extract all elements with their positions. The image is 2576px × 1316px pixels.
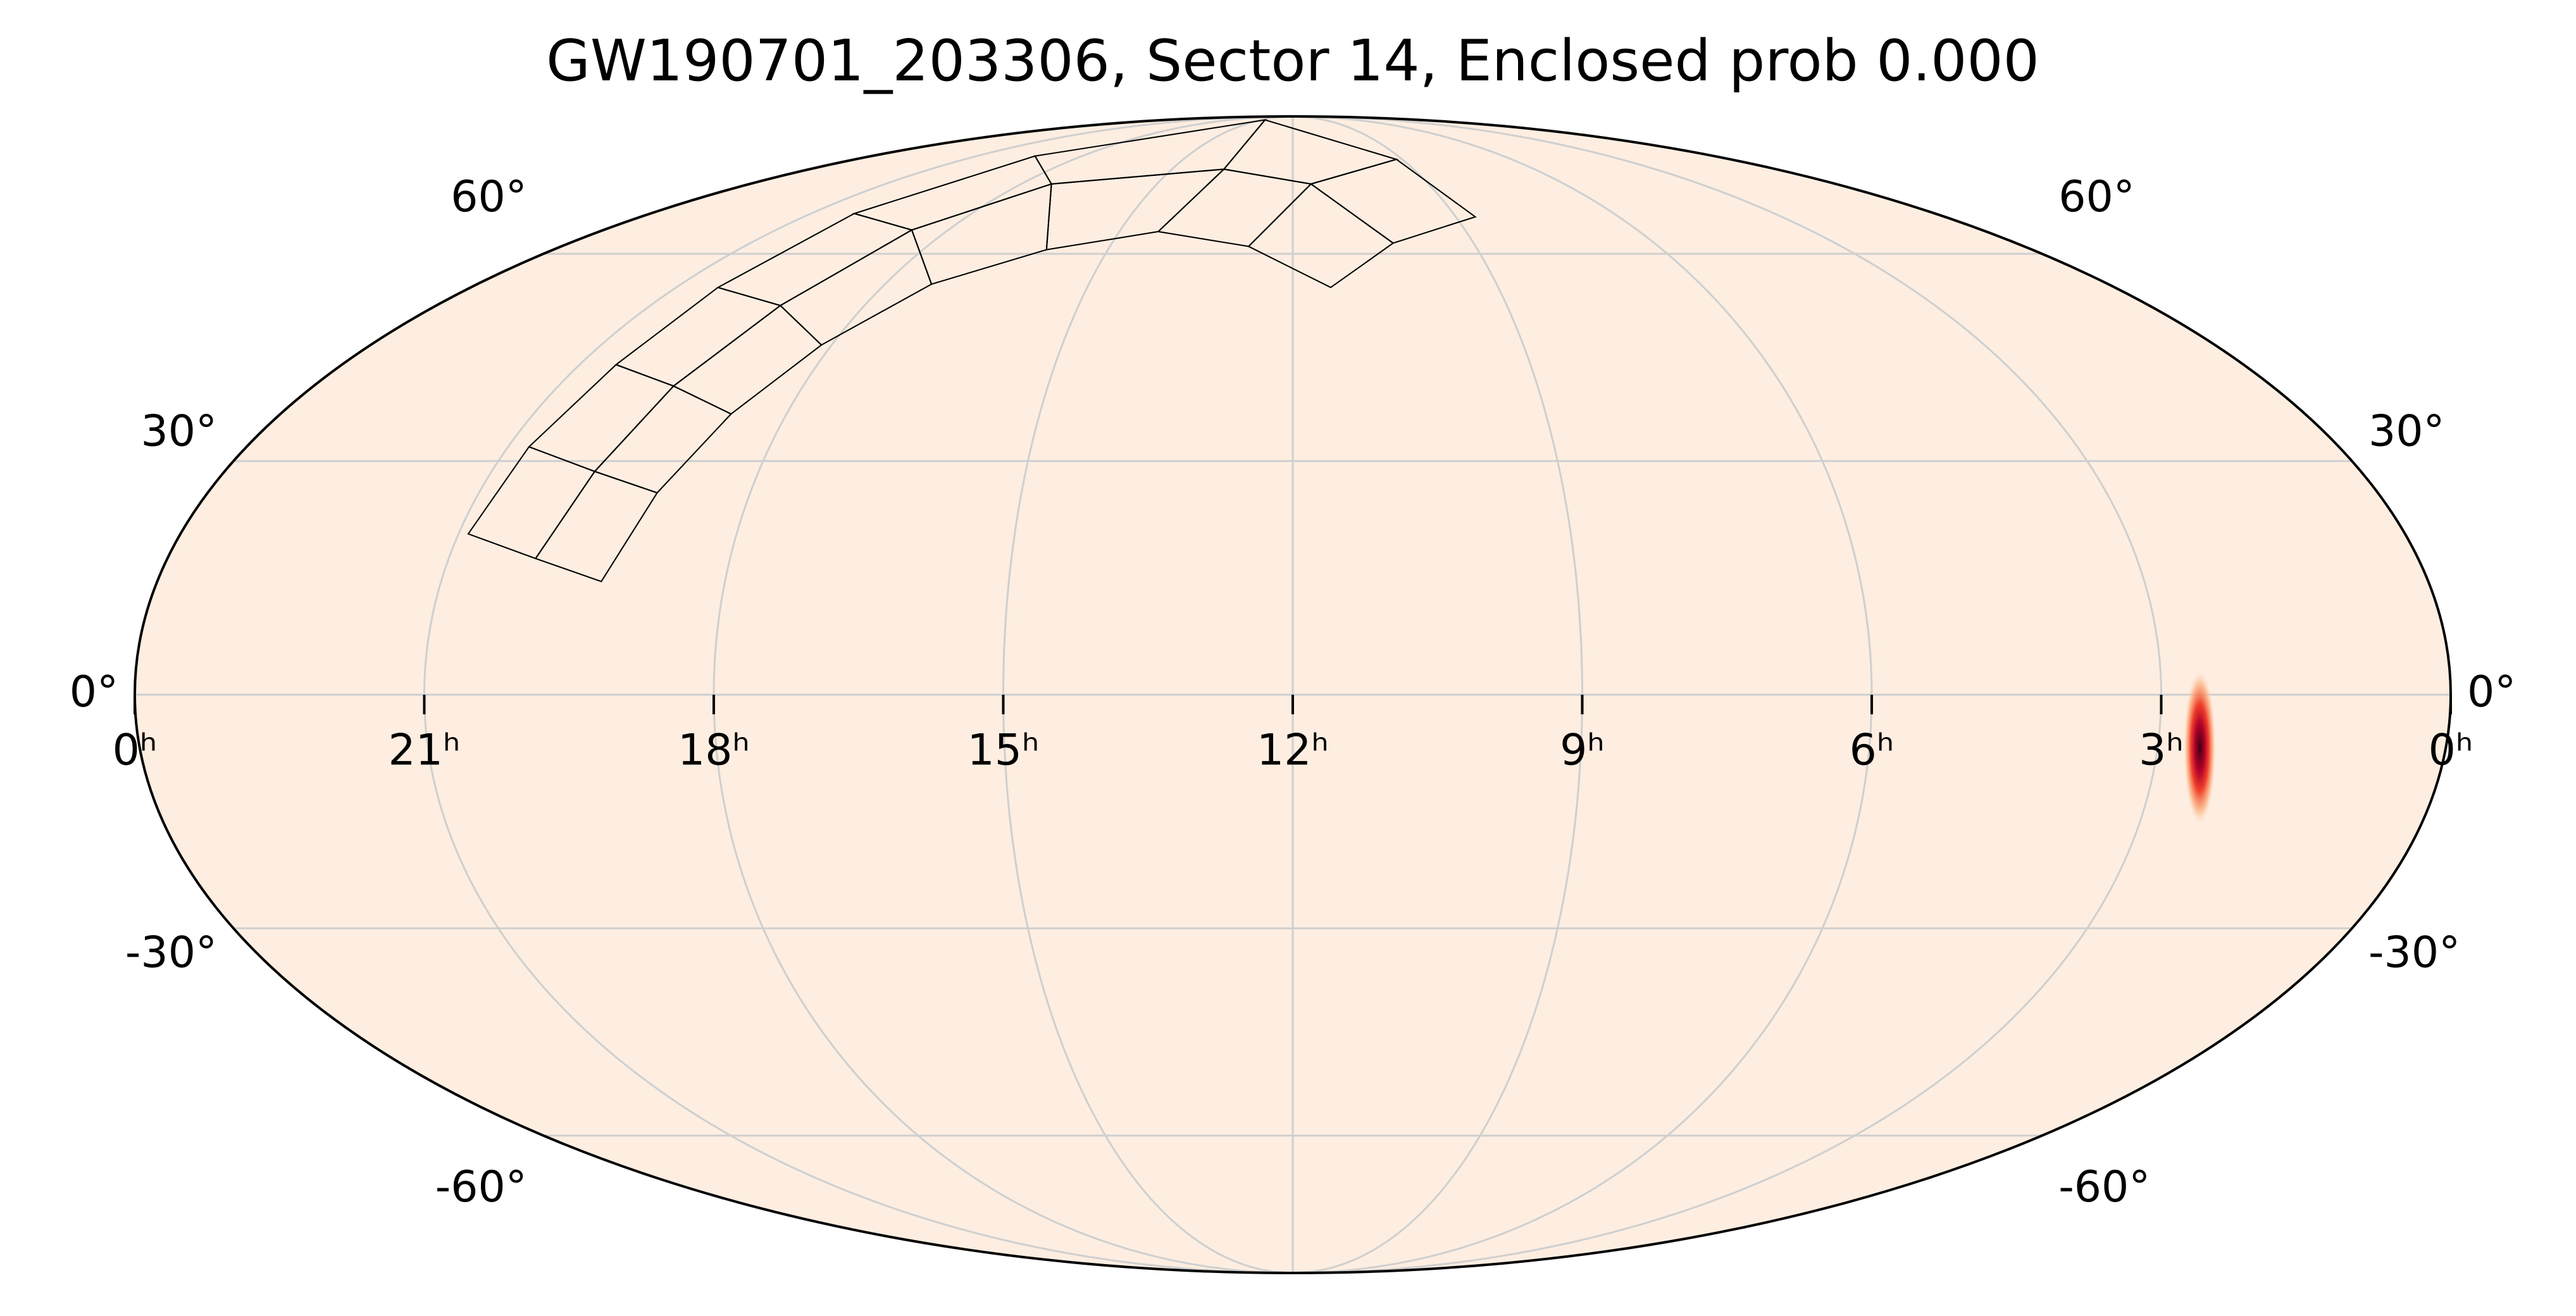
x-tick-label: 0ʰ <box>2429 726 2473 776</box>
probability-region <box>2183 668 2217 826</box>
y-tick-label: -60° <box>2058 1162 2150 1212</box>
y-tick-label: 30° <box>2368 406 2445 456</box>
x-tick-label: 18ʰ <box>678 726 750 776</box>
y-tick-label: 30° <box>140 406 217 456</box>
y-tick-label: 0° <box>70 667 118 717</box>
y-tick-label: -30° <box>2368 928 2460 978</box>
tess-footprints <box>467 119 1477 583</box>
y-tick-label: 60° <box>2058 172 2135 222</box>
x-tick-label: 15ʰ <box>967 726 1039 776</box>
x-tick-label: 3ʰ <box>2139 726 2184 776</box>
x-tick-label: 12ʰ <box>1257 726 1329 776</box>
probability-blob <box>2183 668 2217 826</box>
sky-border <box>134 115 2452 1274</box>
x-tick-label: 9ʰ <box>1560 726 1605 776</box>
y-tick-label: -30° <box>125 928 217 978</box>
x-tick-label: 6ʰ <box>1850 726 1895 776</box>
y-tick-label: 0° <box>2467 667 2516 717</box>
x-tick-label: 21ʰ <box>388 726 460 776</box>
ccd-tile <box>1309 158 1477 244</box>
y-tick-label: 60° <box>451 172 527 222</box>
y-tick-label: -60° <box>435 1162 527 1212</box>
x-tick-label: 0ʰ <box>113 726 158 776</box>
chart-title: GW190701_203306, Sector 14, Enclosed pro… <box>546 28 2039 94</box>
foreground: -60° -60° -30° -30° 0° 0° 30° 30° 60° 60° 0ʰ 21ʰ 18ʰ… <box>70 115 2516 1274</box>
